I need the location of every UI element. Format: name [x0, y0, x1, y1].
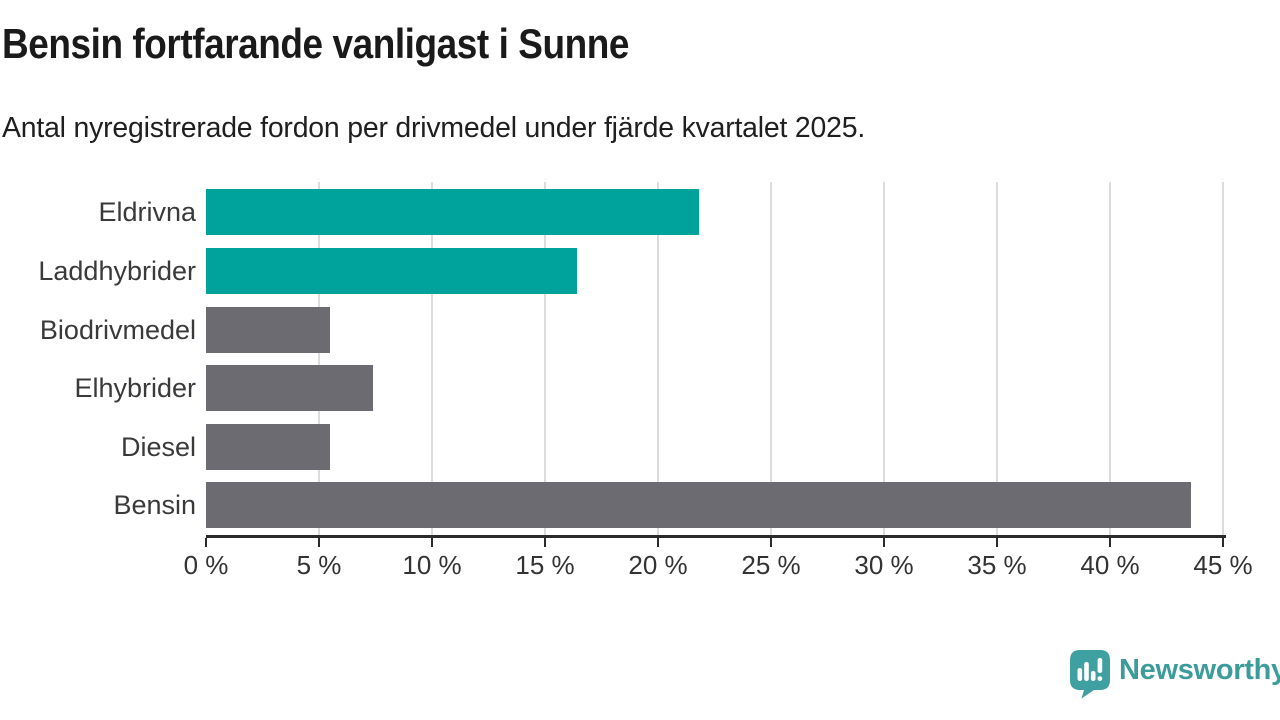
category-label-diesel: Diesel	[120, 431, 196, 462]
gridline-40	[1109, 182, 1111, 535]
category-label-laddhybrider: Laddhybrider	[38, 255, 196, 286]
x-axis-tick-45	[1222, 538, 1224, 547]
x-axis-tick-40	[1109, 538, 1111, 547]
x-axis-tick-label-0: 0 %	[183, 550, 229, 580]
gridline-20	[657, 182, 659, 535]
gridline-15	[544, 182, 546, 535]
x-axis-tick-label-45: 45 %	[1193, 550, 1253, 580]
category-label-biodrivmedel: Biodrivmedel	[39, 314, 196, 345]
x-axis-tick-15	[544, 538, 546, 547]
x-axis-line	[206, 535, 1226, 538]
bar-laddhybrider	[206, 247, 577, 294]
chart-title: Bensin fortfarande vanligast i Sunne	[2, 20, 629, 67]
x-axis-tick-label-10: 10 %	[402, 550, 462, 580]
x-axis-tick-label-5: 5 %	[296, 550, 342, 580]
gridline-5	[318, 182, 320, 535]
x-axis-tick-5	[318, 538, 320, 547]
gridline-30	[883, 182, 885, 535]
plot-area: 0 % 5 % 10 % 15 % 20 % 25 % 30 % 35 % 40 % 45 %	[184, 182, 1253, 580]
bar-diesel	[206, 423, 331, 470]
y-axis-category-labels: Eldrivna Laddhybrider Biodrivmedel Elhybrid…	[0, 182, 196, 535]
x-axis-tick-label-35: 35 %	[967, 550, 1027, 580]
gridline-35	[996, 182, 998, 535]
x-axis-tick-20	[657, 538, 659, 547]
x-axis-tick-label-40: 40 %	[1080, 550, 1140, 580]
x-axis-tick-35	[996, 538, 998, 547]
x-axis-tick-label-15: 15 %	[515, 550, 575, 580]
brand-logo: Newsworthy	[1070, 650, 1280, 699]
x-axis-tick-25	[770, 538, 772, 547]
x-axis-tick-label-25: 25 %	[741, 550, 801, 580]
x-axis-tick-30	[883, 538, 885, 547]
category-label-elhybrider: Elhybrider	[74, 373, 196, 404]
gridline-10	[431, 182, 433, 535]
brand-name: Newsworthy	[1119, 654, 1280, 686]
bar-biodrivmedel	[206, 306, 331, 353]
bar-bensin	[206, 482, 1192, 529]
x-axis-tick-label-20: 20 %	[628, 550, 688, 580]
x-axis-tick-label-30: 30 %	[854, 550, 914, 580]
x-axis-tick-10	[431, 538, 433, 547]
category-label-bensin: Bensin	[113, 490, 196, 521]
category-label-eldrivna: Eldrivna	[98, 197, 196, 228]
gridline-25	[770, 182, 772, 535]
newsworthy-bubble-icon	[1070, 650, 1110, 699]
x-axis-tick-0	[205, 538, 207, 547]
bar-eldrivna	[206, 189, 699, 236]
bar-elhybrider	[206, 365, 374, 412]
chart-subtitle: Antal nyregistrerade fordon per drivmede…	[2, 112, 866, 144]
gridline-45	[1222, 182, 1224, 535]
